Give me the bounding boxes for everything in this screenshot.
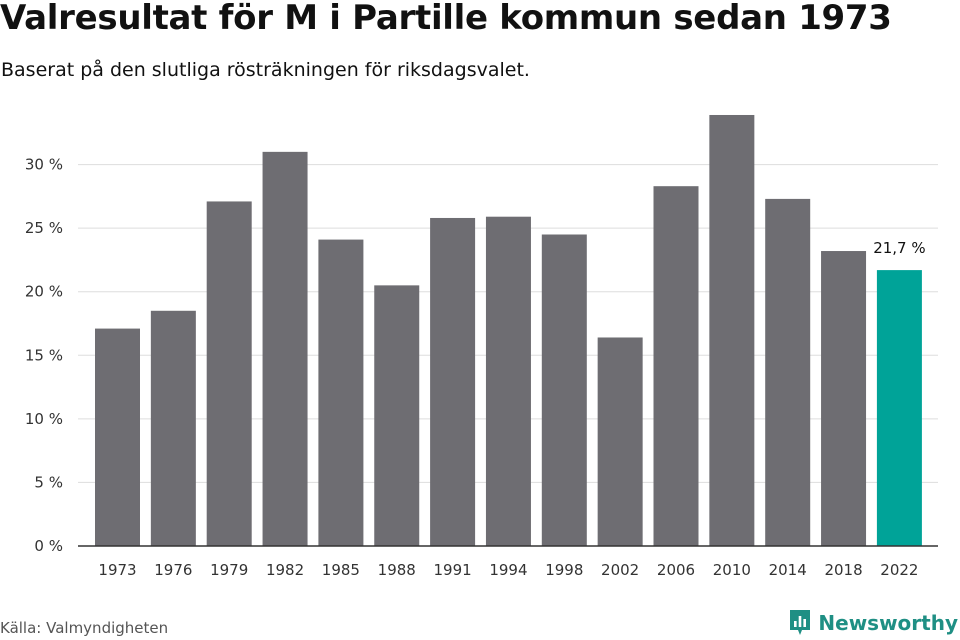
x-tick-label: 2002 <box>601 561 639 579</box>
x-tick-label: 2014 <box>769 561 807 579</box>
y-tick-label: 5 % <box>34 473 63 491</box>
bar-1998 <box>541 234 587 546</box>
x-tick-label: 2010 <box>713 561 751 579</box>
bar-chart: 0 %5 %10 %15 %20 %25 %30 % 1973 1976 1979 1… <box>25 114 938 579</box>
chart-title: Valresultat för M i Partille kommun seda… <box>0 0 892 38</box>
x-tick-label: 1982 <box>266 561 304 579</box>
brand-name: Newsworthy <box>818 611 958 635</box>
x-tick-label: 2018 <box>824 561 862 579</box>
bar-1982 <box>262 151 308 546</box>
highlight-value-label: 21,7 % <box>873 239 925 257</box>
x-tick-label: 1976 <box>154 561 192 579</box>
chart-subtitle: Baserat på den slutliga rösträkningen fö… <box>1 59 530 81</box>
x-tick-label: 1991 <box>434 561 472 579</box>
source-note: Källa: Valmyndigheten <box>0 619 169 637</box>
x-tick-label: 2006 <box>657 561 695 579</box>
x-tick-label: 1973 <box>98 561 136 579</box>
bar-1991 <box>430 217 476 546</box>
bar-2018 <box>821 251 867 546</box>
bar-1973 <box>95 328 140 546</box>
bar-2006 <box>653 186 699 546</box>
y-tick-label: 30 % <box>25 156 63 174</box>
y-axis-tick-labels: 0 % 5 % 10 % 15 % 20 % 25 % 30 % <box>25 156 63 555</box>
x-tick-label: 1979 <box>210 561 248 579</box>
bar-2010 <box>709 114 755 546</box>
bar-1979 <box>206 201 252 546</box>
x-tick-label: 1994 <box>489 561 527 579</box>
newsworthy-logo-icon <box>790 610 811 635</box>
bar-1985 <box>318 239 364 547</box>
y-tick-label: 10 % <box>25 410 63 428</box>
bar-2014 <box>765 198 811 546</box>
x-tick-label: 1998 <box>545 561 583 579</box>
x-tick-label: 2022 <box>880 561 918 579</box>
bar-1976 <box>150 310 196 546</box>
y-tick-label: 25 % <box>25 219 63 237</box>
x-axis-tick-labels: 1973 1976 1979 1982 1985 1988 1991 1994 1998 2002… <box>98 561 918 579</box>
y-tick-label: 15 % <box>25 346 63 364</box>
bars <box>95 114 922 547</box>
x-tick-label: 1985 <box>322 561 360 579</box>
y-tick-label: 20 % <box>25 283 63 301</box>
x-tick-label: 1988 <box>378 561 416 579</box>
brand-logo[interactable]: Newsworthy <box>788 608 958 638</box>
y-tick-label: 0 % <box>34 537 63 555</box>
bar-2002 <box>597 337 643 546</box>
bar-2022 <box>876 270 922 546</box>
bar-1994 <box>485 216 531 546</box>
bar-1988 <box>374 285 420 546</box>
